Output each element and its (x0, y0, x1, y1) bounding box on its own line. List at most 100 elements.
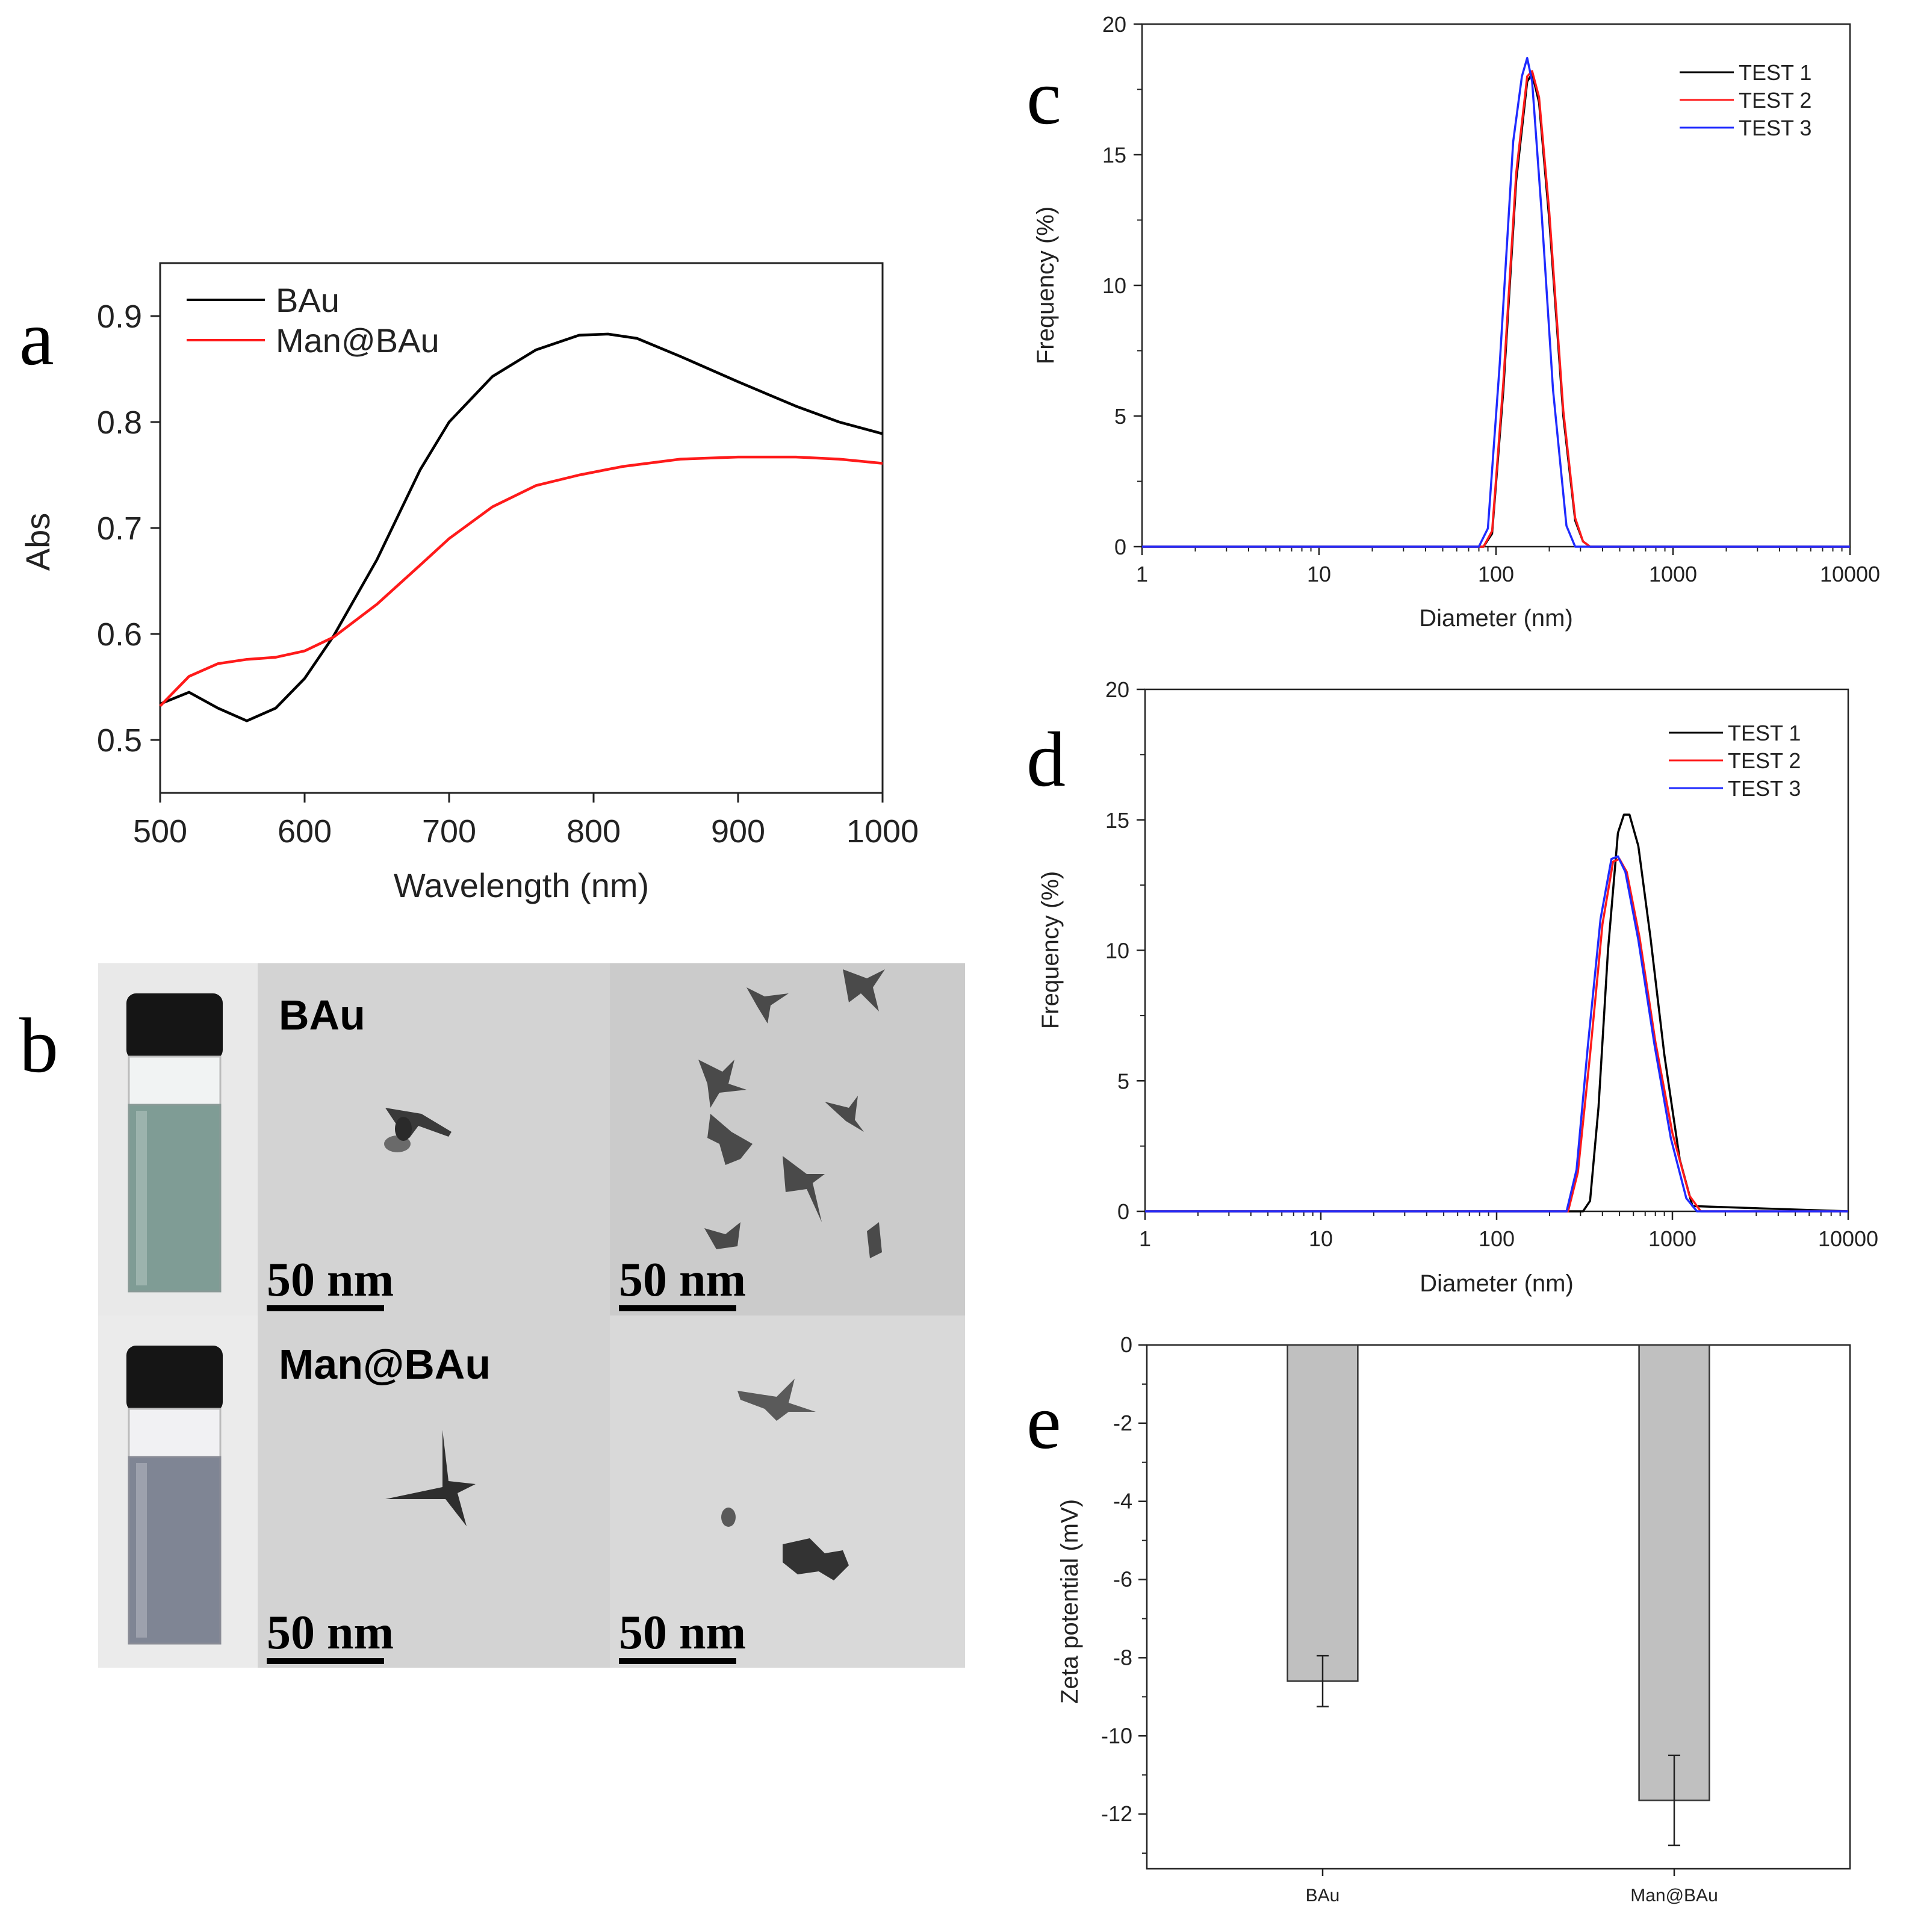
x-axis-label: Diameter (nm) (1420, 1270, 1574, 1297)
y-tick-label: -4 (1113, 1489, 1132, 1514)
x-tick-label: Man@BAu (1630, 1886, 1718, 1906)
x-tick-label: 1000 (1649, 562, 1697, 586)
axis-ticks: 1 10 100 1000 10000 0 5 10 15 20 (1105, 677, 1878, 1251)
legend-label-test1: TEST 1 (1739, 60, 1811, 85)
x-tick-label: 10000 (1818, 1226, 1878, 1251)
y-axis-label: Frequency (%) (1037, 871, 1064, 1029)
legend: BAu Man@BAu (187, 281, 439, 359)
plot-area-frame (1146, 1344, 1851, 1870)
legend-label-test1: TEST 1 (1728, 721, 1801, 745)
panel-label-c: c (1026, 54, 1061, 141)
bars-group: BAu Man@BAu (1287, 1344, 1718, 1906)
scale-bar-bottom-right: 50 nm (619, 1606, 746, 1664)
y-tick-label: 10 (1105, 939, 1129, 963)
size-distribution-chart-c: 1 10 100 1000 10000 0 5 10 15 20 TEST 1 TEST 2 TE… (1032, 12, 1880, 632)
y-tick-label: 0.9 (97, 299, 142, 335)
plot-area-frame (159, 262, 884, 794)
scale-bar-label: 50 nm (619, 1606, 746, 1659)
y-tick-label: -6 (1113, 1567, 1132, 1592)
size-distribution-chart-d: 1 10 100 1000 10000 0 5 10 15 20 TEST 1 TEST 2 TE… (1037, 677, 1878, 1297)
nanoparticles-top-left (384, 1108, 452, 1152)
axis-ticks: 0 -2 -4 -6 -8 -10 -12 (1101, 1332, 1147, 1854)
panel-label-b: b (19, 1002, 58, 1089)
tem-label-bau: BAu (279, 992, 365, 1039)
vial-bau (126, 993, 223, 1293)
series-line-man-bau (159, 455, 883, 707)
legend-label-test3: TEST 3 (1739, 116, 1811, 140)
y-tick-label: 0 (1117, 1199, 1129, 1224)
y-tick-label: 0 (1114, 535, 1126, 559)
y-axis-label: Abs (19, 513, 57, 571)
y-axis-label: Frequency (%) (1032, 207, 1059, 364)
series-group (1142, 57, 1850, 548)
vial-man-bau (126, 1346, 223, 1645)
tem-image-panel: BAu Man@BAu 50 nm 50 nm 50 nm 50 nm (98, 963, 965, 1668)
tem-frame-bottom-right (610, 1315, 965, 1668)
scale-bar-label: 50 nm (619, 1253, 746, 1306)
y-tick-label: -2 (1113, 1411, 1132, 1435)
y-tick-label: -12 (1101, 1801, 1132, 1826)
panel-label-e: e (1026, 1379, 1061, 1465)
x-axis-label: Wavelength (nm) (394, 866, 649, 904)
x-tick-label: 10 (1307, 562, 1331, 586)
nanoparticles-top-right (698, 969, 885, 1258)
x-tick-label: 100 (1479, 1226, 1515, 1251)
axis-ticks: 1 10 100 1000 10000 0 5 10 15 20 (1102, 12, 1880, 586)
bar-bau (1287, 1344, 1359, 1682)
y-tick-label: 0.8 (97, 405, 142, 441)
y-tick-label: 0.7 (97, 511, 142, 547)
tem-label-man-bau: Man@BAu (279, 1341, 491, 1388)
scale-bar-label: 50 nm (267, 1606, 394, 1659)
x-tick-label: 100 (1478, 562, 1514, 586)
y-tick-label: 0.6 (97, 617, 142, 653)
scale-bar-top-left: 50 nm (267, 1253, 394, 1311)
y-tick-label: 5 (1114, 404, 1126, 429)
bar-man-bau (1638, 1344, 1710, 1801)
legend: TEST 1 TEST 2 TEST 3 (1680, 60, 1811, 140)
x-tick-label: BAu (1306, 1886, 1340, 1906)
legend: TEST 1 TEST 2 TEST 3 (1669, 721, 1801, 801)
x-tick-label: 1000 (1648, 1226, 1696, 1251)
series-group (159, 332, 883, 722)
y-tick-label: 0.5 (97, 722, 142, 759)
series-line-test3 (1142, 57, 1850, 548)
y-tick-label: 0 (1120, 1332, 1132, 1357)
y-tick-label: -10 (1101, 1723, 1132, 1748)
series-line-test2 (1142, 70, 1850, 548)
y-tick-label: -8 (1113, 1645, 1132, 1670)
legend-label-test2: TEST 2 (1728, 748, 1801, 773)
series-line-test1 (1145, 813, 1849, 1213)
x-tick-label: 1 (1139, 1226, 1151, 1251)
y-tick-label: 5 (1117, 1069, 1129, 1093)
panel-label-a: a (19, 295, 54, 382)
x-tick-label: 900 (711, 813, 765, 850)
axis-ticks: 500 600 700 800 900 1000 0.5 0.6 0.7 0.8 0.9 (97, 299, 919, 850)
x-tick-label: 10 (1309, 1226, 1333, 1251)
x-tick-label: 1 (1136, 562, 1148, 586)
x-tick-label: 500 (133, 813, 187, 850)
x-axis-label: Diameter (nm) (1419, 605, 1573, 632)
nanoparticles-bottom-right (721, 1379, 849, 1580)
legend-label-test2: TEST 2 (1739, 88, 1811, 113)
zeta-potential-chart: 0 -2 -4 -6 -8 -10 -12 BAu Man@BAu Zeta potentia… (1057, 1332, 1851, 1906)
x-tick-label: 700 (422, 813, 476, 850)
y-tick-label: 15 (1105, 808, 1129, 833)
legend-label-test3: TEST 3 (1728, 776, 1801, 801)
scale-bar-top-right: 50 nm (619, 1253, 746, 1311)
series-group (1145, 813, 1849, 1213)
y-tick-label: 20 (1102, 12, 1126, 37)
absorbance-chart: 500 600 700 800 900 1000 0.5 0.6 0.7 0.8 0.9 BAu M… (19, 262, 919, 904)
x-tick-label: 10000 (1820, 562, 1880, 586)
x-tick-label: 800 (566, 813, 621, 850)
legend-label-bau: BAu (276, 281, 340, 319)
panel-label-d: d (1026, 716, 1066, 803)
scale-bar-label: 50 nm (267, 1253, 394, 1306)
x-tick-label: 1000 (846, 813, 919, 850)
nanoparticles-bottom-left (385, 1430, 476, 1526)
y-axis-label: Zeta potential (mV) (1057, 1499, 1083, 1704)
x-tick-label: 600 (278, 813, 332, 850)
tem-frame-top-right (610, 963, 965, 1315)
y-tick-label: 20 (1105, 677, 1129, 702)
legend-label-man-bau: Man@BAu (276, 321, 439, 359)
